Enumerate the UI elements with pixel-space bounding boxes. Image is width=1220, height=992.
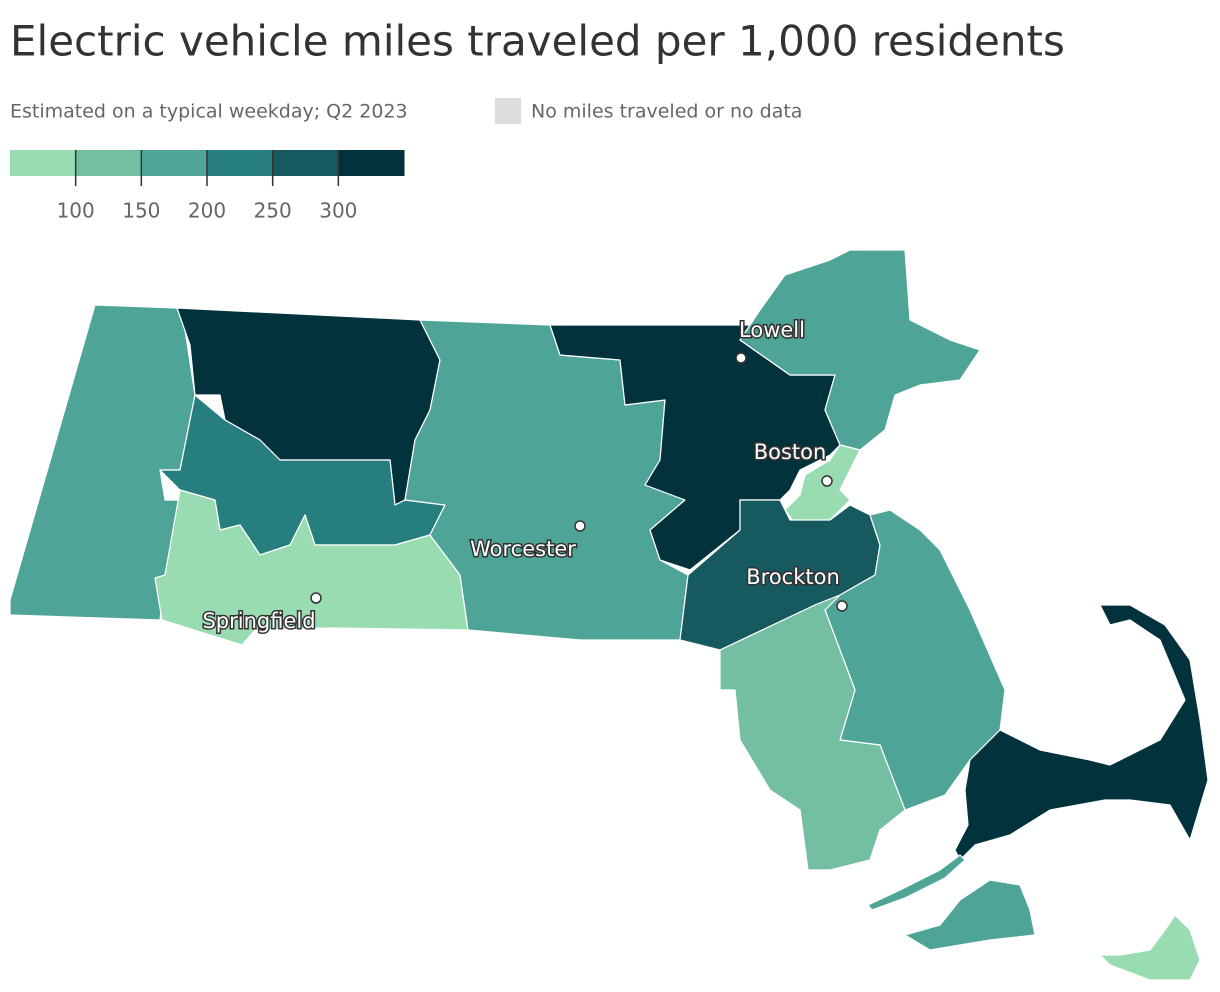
essex [739,249,981,451]
dukes [904,879,1036,951]
legend-tick-label: 150 [122,199,160,223]
city-dot [310,592,322,604]
city-label: Springfield [202,609,315,633]
legend-tick-label: 300 [319,199,357,223]
city-dot [735,352,747,364]
legend: 100 150 200 250 300 [10,150,405,223]
bristol [719,594,906,871]
legend-swatch [10,150,77,176]
barnstable [954,604,1209,861]
legend-tick-label: 200 [188,199,226,223]
legend-swatch [207,150,274,176]
elizabeth-islands [867,854,966,911]
nantucket [1099,914,1201,981]
legend-swatch [141,150,208,176]
legend-swatch [272,150,339,176]
no-data-label: No miles traveled or no data [531,101,802,123]
legend-tick-label: 250 [254,199,292,223]
city-label: Brockton [746,565,840,589]
legend-swatch [75,150,142,176]
legend-swatch [338,150,405,176]
city-label: Worcester [470,537,576,561]
legend-tick-label: 100 [57,199,95,223]
city-dot [836,600,848,612]
city-dot [574,520,586,532]
subtitle: Estimated on a typical weekday; Q2 2023 [10,101,408,123]
city-label: Boston [754,440,827,464]
city-label: Lowell [739,318,805,342]
no-data-swatch [495,98,521,124]
city-dot [821,475,833,487]
map [9,249,1209,981]
cities: Lowell Boston Worcester Brockton Springf… [201,317,848,635]
title: Electric vehicle miles traveled per 1,00… [10,17,1065,66]
